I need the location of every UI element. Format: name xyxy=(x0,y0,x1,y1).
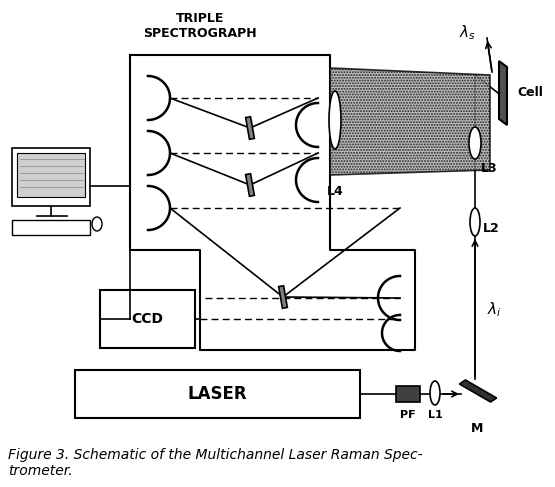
Bar xyxy=(12,220,90,235)
Polygon shape xyxy=(330,68,490,175)
Ellipse shape xyxy=(430,381,440,405)
Text: PF: PF xyxy=(400,410,416,420)
Bar xyxy=(100,290,195,348)
Text: LASER: LASER xyxy=(188,385,248,403)
Text: Cell: Cell xyxy=(517,87,543,99)
Text: L4: L4 xyxy=(327,185,344,198)
Text: $\lambda_s$: $\lambda_s$ xyxy=(460,23,477,42)
Ellipse shape xyxy=(469,127,481,159)
Text: $\lambda_i$: $\lambda_i$ xyxy=(487,300,502,319)
Polygon shape xyxy=(246,174,254,196)
Polygon shape xyxy=(460,380,497,402)
Bar xyxy=(75,370,360,418)
Polygon shape xyxy=(279,286,287,308)
Bar xyxy=(12,148,90,206)
Polygon shape xyxy=(246,117,254,139)
Polygon shape xyxy=(499,61,507,125)
Text: L2: L2 xyxy=(483,222,500,235)
Bar xyxy=(17,153,85,197)
Bar xyxy=(396,386,420,402)
Ellipse shape xyxy=(92,217,102,231)
Text: M: M xyxy=(471,422,483,435)
Text: TRIPLE
SPECTROGRAPH: TRIPLE SPECTROGRAPH xyxy=(143,12,257,40)
Text: L3: L3 xyxy=(481,162,498,175)
Text: CCD: CCD xyxy=(132,312,164,326)
Text: Figure 3. Schematic of the Multichannel Laser Raman Spec-
trometer.: Figure 3. Schematic of the Multichannel … xyxy=(8,448,422,478)
Ellipse shape xyxy=(329,91,341,149)
Text: L1: L1 xyxy=(427,410,442,420)
Ellipse shape xyxy=(470,208,480,236)
